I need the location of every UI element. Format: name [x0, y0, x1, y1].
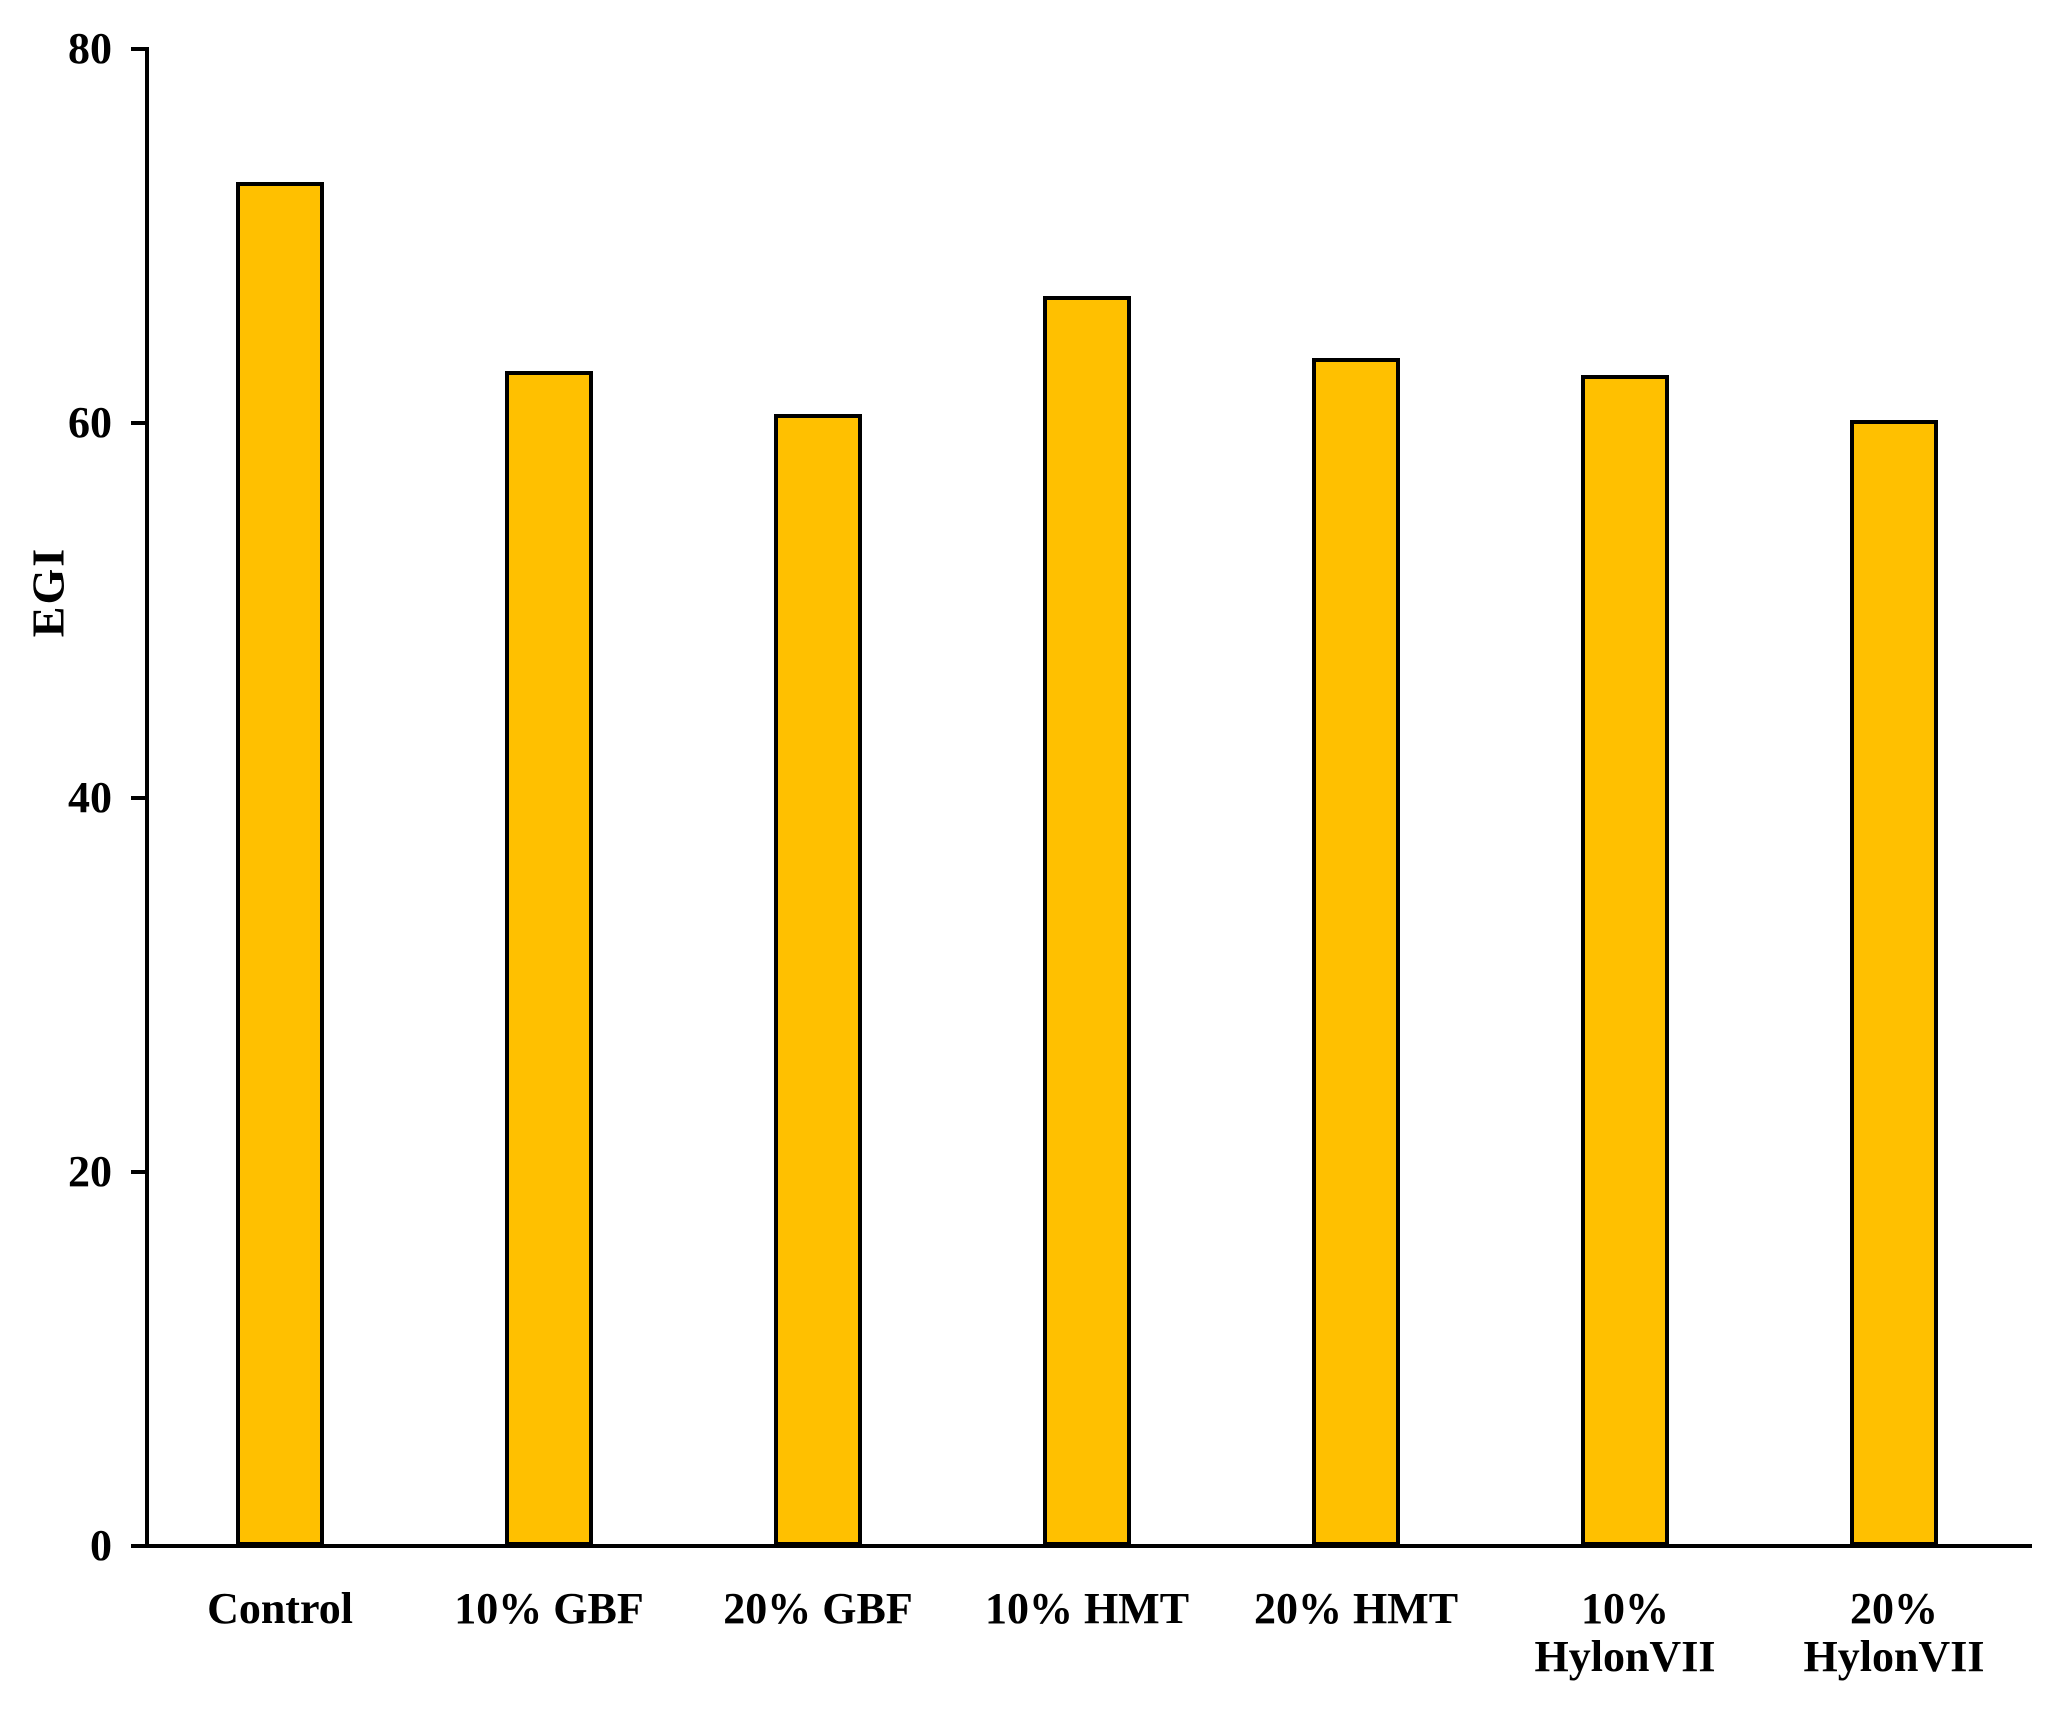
x-category-label: Control — [207, 1584, 353, 1633]
y-tick — [131, 795, 145, 800]
bar-20%-gbf — [774, 414, 862, 1546]
y-tick — [131, 421, 145, 426]
x-category-label: 10% HylonVII — [1534, 1584, 1716, 1681]
y-tick — [131, 47, 145, 51]
x-category-label: 20% HylonVII — [1803, 1584, 1985, 1681]
y-tick — [131, 1169, 145, 1174]
y-tick — [131, 1544, 145, 1548]
y-tick-label: 0 — [90, 1521, 112, 1570]
bar-control — [236, 182, 324, 1546]
y-axis-line — [145, 47, 149, 1548]
y-axis-title: EGI — [22, 546, 74, 638]
x-category-label: 20% GBF — [723, 1584, 913, 1633]
bar-20%-hylonvii — [1850, 420, 1938, 1546]
x-category-label: 10% GBF — [454, 1584, 644, 1633]
x-axis-line — [131, 1544, 2032, 1548]
y-tick-label: 40 — [68, 772, 112, 822]
y-tick-label: 60 — [68, 398, 112, 448]
bar-10%-hylonvii — [1581, 375, 1669, 1546]
y-tick-label: 80 — [68, 24, 112, 73]
x-category-label: 10% HMT — [984, 1584, 1190, 1633]
bar-10%-gbf — [505, 371, 593, 1546]
y-tick-label: 20 — [68, 1146, 112, 1196]
bar-10%-hmt — [1043, 296, 1131, 1546]
bar-20%-hmt — [1312, 358, 1400, 1546]
x-category-label: 20% HMT — [1253, 1584, 1459, 1633]
